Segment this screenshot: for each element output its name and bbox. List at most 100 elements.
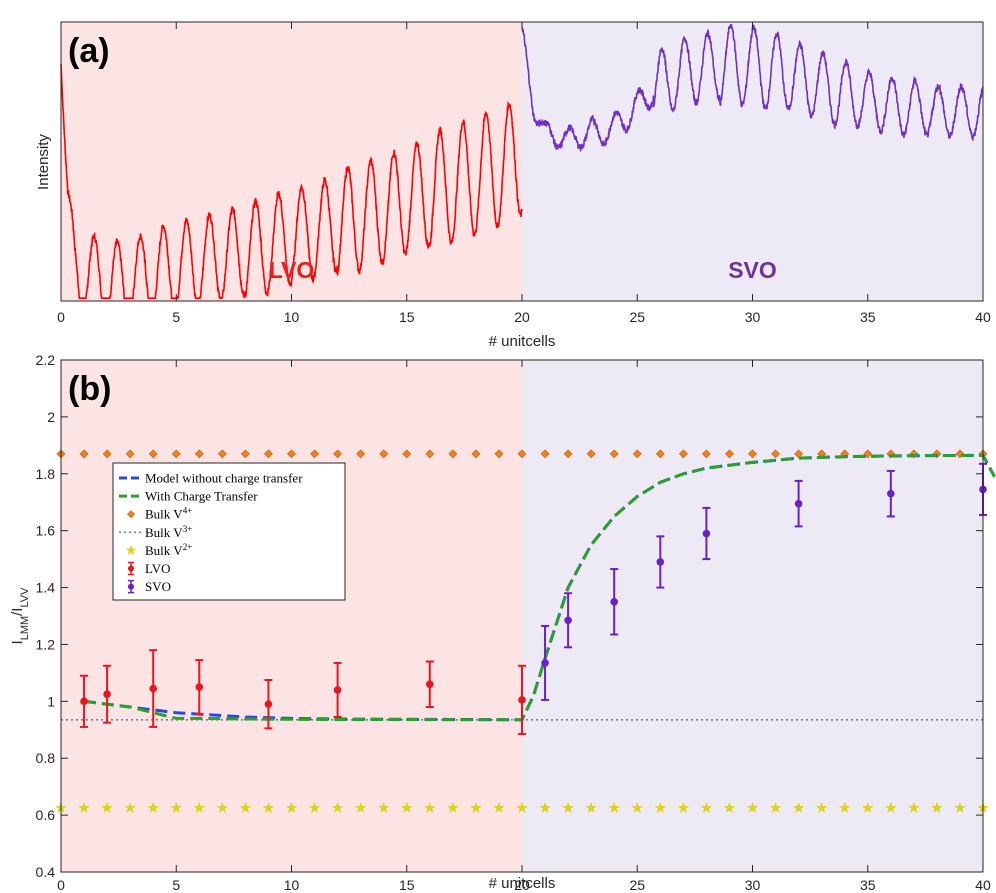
bulk-v2-marker bbox=[862, 802, 874, 813]
bulk-v2-marker bbox=[815, 802, 828, 813]
bulk-v4-marker bbox=[701, 449, 711, 459]
lvo-point bbox=[333, 686, 342, 694]
x-tick-label-a: 35 bbox=[860, 309, 876, 325]
legend-label-model: Model without charge transfer bbox=[145, 471, 303, 486]
bulk-v4-marker bbox=[932, 449, 942, 459]
svo-point bbox=[656, 558, 665, 566]
bulk-v4-marker bbox=[725, 449, 734, 459]
lvo-errorbars bbox=[80, 649, 526, 736]
y-tick-label-b: 0.6 bbox=[36, 807, 56, 823]
x-tick-label-a: 15 bbox=[399, 309, 415, 325]
x-tick-label-b: 35 bbox=[860, 877, 876, 893]
y-tick-label-b: 0.4 bbox=[36, 864, 56, 880]
x-tick-label-a: 25 bbox=[629, 309, 645, 325]
legend-swatch-bulk-v2 bbox=[125, 544, 137, 555]
bulk-v2-marker bbox=[124, 802, 136, 813]
legend-swatch-lvo bbox=[128, 561, 134, 576]
y-axis-label-a: Intensity bbox=[35, 134, 52, 190]
panel-b: 0 5 10 15 20 25 30 35 40 0.4 0.6 0.8 1 1.2 1.4 1.6 1.8 2… bbox=[9, 352, 996, 893]
legend-label-bulk-v3: Bulk V3+ bbox=[145, 524, 192, 540]
bulk-v2-marker bbox=[769, 802, 782, 813]
bulk-v4-marker bbox=[402, 449, 412, 459]
lvo-intensity-trace bbox=[60, 63, 523, 299]
y-tick-label-b: 1 bbox=[47, 693, 55, 709]
y-tick-label-b: 2 bbox=[47, 409, 55, 425]
svo-point bbox=[794, 499, 803, 508]
svo-region-label: SVO bbox=[728, 257, 777, 283]
bulk-v4-marker bbox=[886, 449, 896, 459]
bulk-v2-marker bbox=[908, 802, 920, 813]
bulk-v4-marker bbox=[379, 449, 389, 459]
legend-errorbar-point bbox=[128, 583, 134, 590]
svo-point bbox=[564, 616, 572, 625]
bulk-v2-marker bbox=[654, 802, 666, 813]
svo-point bbox=[887, 489, 895, 498]
legend-label-bulk-v4-sup: 4+ bbox=[183, 506, 193, 516]
x-tick-label-a: 10 bbox=[284, 309, 300, 325]
x-tick-label-a: 30 bbox=[745, 309, 761, 325]
bulk-v2-marker bbox=[308, 802, 321, 813]
x-tick-label-b: 40 bbox=[975, 877, 991, 893]
lvo-point bbox=[149, 684, 157, 693]
x-axis-ticks-b: 0 5 10 15 20 25 30 35 40 bbox=[57, 360, 991, 893]
bulk-v4-marker bbox=[171, 449, 181, 459]
lvo-point bbox=[518, 696, 526, 704]
bulk-v2-marker bbox=[193, 802, 205, 813]
bulk-v2-marker bbox=[101, 802, 113, 813]
y-tick-label-b: 1.6 bbox=[36, 523, 56, 539]
legend-label-bulk-v2-sup: 2+ bbox=[183, 542, 193, 552]
bulk-v2-marker bbox=[792, 802, 805, 813]
bulk-v2-marker bbox=[285, 802, 298, 813]
legend-label-lvo: LVO bbox=[145, 561, 171, 576]
svo-point bbox=[702, 529, 711, 538]
x-axis-label-a: # unitcells bbox=[489, 333, 556, 350]
bulk-v2-marker bbox=[447, 802, 459, 813]
bulk-v2-marker bbox=[677, 802, 690, 813]
x-tick-label-b: 15 bbox=[399, 877, 415, 893]
bulk-v2-marker bbox=[470, 802, 482, 813]
lvo-region-a bbox=[61, 22, 522, 301]
bulk-v4-marker bbox=[771, 449, 780, 459]
panel-label-a: (a) bbox=[68, 32, 110, 70]
bulk-v4-marker bbox=[517, 449, 527, 459]
y-tick-label-b: 1.4 bbox=[36, 580, 56, 596]
x-tick-label-a: 5 bbox=[172, 309, 180, 325]
legend-label-bulk-v4: Bulk V4+ bbox=[145, 506, 192, 522]
bulk-v4-marker bbox=[264, 449, 273, 459]
bulk-v2-marker bbox=[562, 802, 574, 813]
legend-label-bulk-v3-sup: 3+ bbox=[183, 524, 193, 534]
lvo-region-label: LVO bbox=[269, 257, 315, 283]
bulk-v4-marker bbox=[863, 449, 873, 459]
bulk-v2-marker bbox=[401, 802, 413, 813]
lvo-point bbox=[103, 690, 111, 699]
bulk-v2-marker bbox=[608, 802, 620, 813]
bulk-v4-marker bbox=[287, 449, 296, 459]
bulk-v2-marker bbox=[170, 802, 182, 813]
bulk-v4-markers bbox=[56, 449, 988, 459]
bulk-v4-marker bbox=[217, 449, 227, 459]
legend-swatch-bulk-v4-marker bbox=[127, 510, 135, 519]
legend-swatch-bulk-v2-marker bbox=[125, 544, 137, 555]
bulk-v2-marker bbox=[354, 802, 367, 813]
legend-label-bulk-v2: Bulk V2+ bbox=[145, 542, 192, 558]
lvo-point bbox=[426, 680, 434, 689]
bulk-v2-marker bbox=[262, 802, 275, 813]
bulk-v2-marker bbox=[723, 802, 736, 813]
bulk-v4-marker bbox=[425, 449, 435, 459]
bulk-v4-marker bbox=[102, 449, 112, 459]
x-tick-label-a: 20 bbox=[514, 309, 530, 325]
panel-label-b: (b) bbox=[68, 370, 111, 408]
bulk-v4-marker bbox=[632, 449, 642, 459]
bulk-v2-markers bbox=[55, 802, 989, 813]
bulk-v4-marker bbox=[194, 449, 204, 459]
bulk-v2-marker bbox=[631, 802, 643, 813]
bulk-v2-marker bbox=[931, 802, 943, 813]
legend-label-bulk-v4-text: Bulk V bbox=[145, 507, 183, 522]
legend-label-bulk-v2-text: Bulk V bbox=[145, 543, 183, 558]
bulk-v2-marker bbox=[239, 802, 252, 813]
legend: Model without charge transfer With Charg… bbox=[112, 462, 346, 601]
x-tick-label-a: 40 bbox=[975, 309, 991, 325]
bulk-v4-marker bbox=[955, 449, 965, 459]
svo-region-b bbox=[522, 360, 983, 872]
